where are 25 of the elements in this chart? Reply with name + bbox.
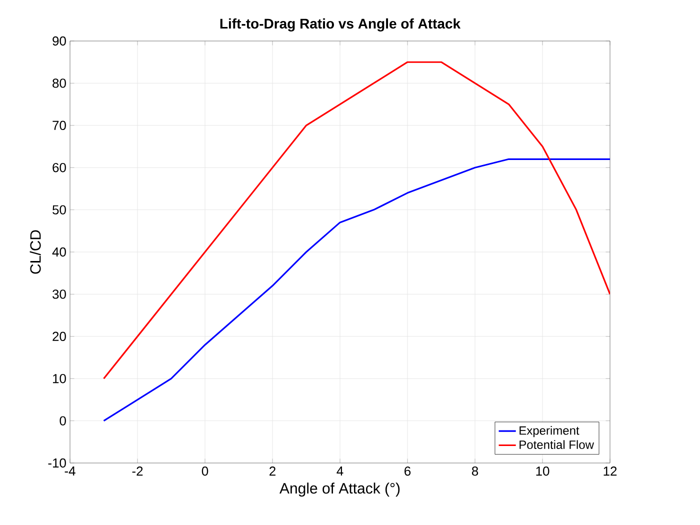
y-tick-label: -10	[48, 458, 66, 468]
y-tick-label: 30	[52, 290, 66, 299]
chart-title: Lift-to-Drag Ratio vs Angle of Attack	[220, 18, 461, 32]
y-tick-label: 60	[52, 162, 66, 172]
y-tick-label: 40	[52, 247, 66, 257]
y-tick-label: 20	[52, 332, 66, 341]
y-axis-title: CL/CD	[30, 230, 41, 274]
y-tick-label: 70	[52, 120, 66, 130]
y-tick-label: 90	[52, 36, 66, 46]
x-tick-label: 12	[604, 466, 617, 476]
legend-label: Potential Flow	[520, 440, 594, 449]
y-tick-label: 10	[53, 374, 66, 384]
x-tick-label: 4	[336, 466, 344, 476]
x-tick-label: 6	[404, 466, 411, 476]
y-tick-label: 80	[52, 78, 66, 88]
legend-label: Experiment	[520, 426, 580, 438]
x-tick-label: -2	[132, 466, 143, 476]
x-tick-label: 10	[536, 466, 550, 476]
y-tick-label: 50	[52, 205, 66, 214]
x-tick-label: -4	[64, 466, 76, 476]
x-tick-label: 2	[270, 466, 276, 476]
y-tick-label: 0	[60, 416, 66, 426]
x-axis-title: Angle of Attack (°)	[280, 482, 400, 497]
x-tick-label: 8	[472, 466, 478, 476]
x-tick-label: 0	[202, 466, 208, 476]
